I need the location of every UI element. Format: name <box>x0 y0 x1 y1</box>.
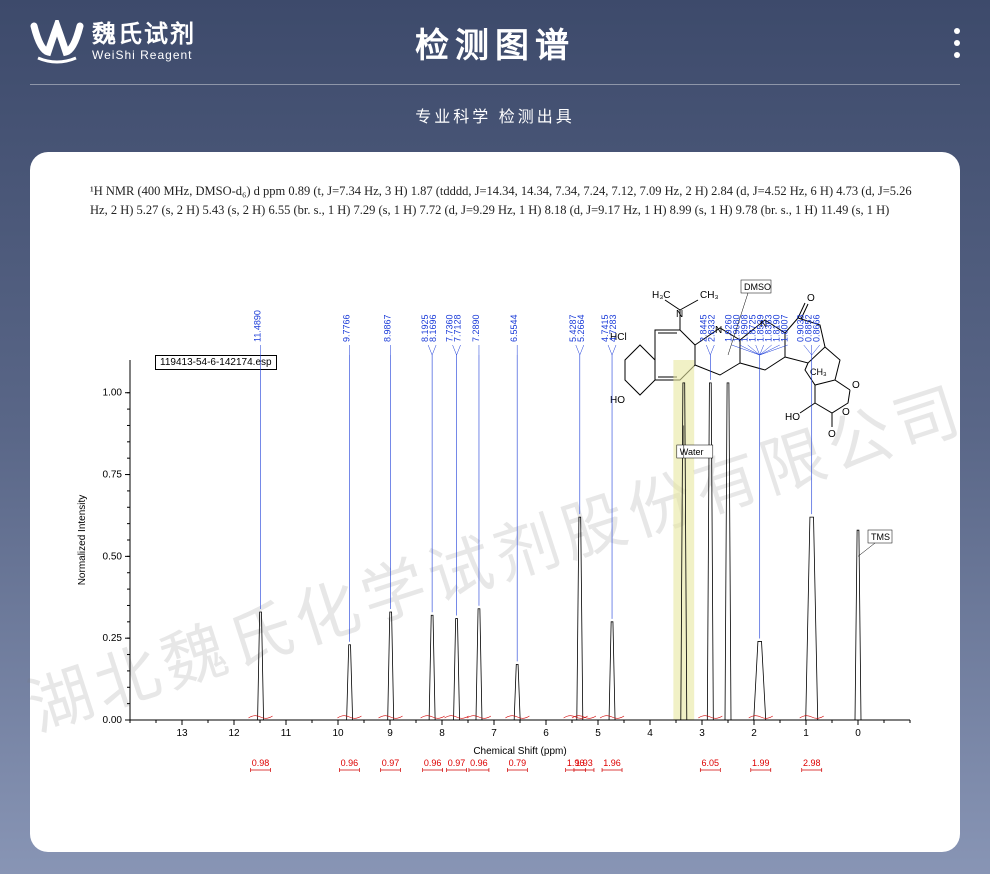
svg-text:8.9867: 8.9867 <box>383 314 393 342</box>
svg-text:7: 7 <box>491 728 497 739</box>
brand-name-cn: 魏氏试剂 <box>92 22 196 48</box>
svg-text:3: 3 <box>699 728 705 739</box>
nmr-spectrum-svg: 0.000.250.500.751.00131211109876543210Ch… <box>60 230 930 790</box>
svg-text:0.8666: 0.8666 <box>812 314 822 342</box>
svg-text:9.7766: 9.7766 <box>342 314 352 342</box>
svg-text:0.96: 0.96 <box>470 758 488 768</box>
svg-text:Normalized Intensity: Normalized Intensity <box>77 494 88 585</box>
report-card: ¹H NMR (400 MHz, DMSO-d₆) d ppm 0.89 (t,… <box>30 152 960 852</box>
svg-text:5.2664: 5.2664 <box>576 314 586 342</box>
svg-text:1.93: 1.93 <box>575 758 593 768</box>
svg-text:DMSO: DMSO <box>744 282 771 292</box>
svg-text:4.7283: 4.7283 <box>608 314 618 342</box>
svg-text:0.97: 0.97 <box>448 758 466 768</box>
svg-text:0.25: 0.25 <box>103 633 123 644</box>
svg-text:0.00: 0.00 <box>103 715 123 726</box>
svg-text:6: 6 <box>543 728 549 739</box>
nmr-description: ¹H NMR (400 MHz, DMSO-d₆) d ppm 0.89 (t,… <box>60 182 930 230</box>
svg-text:4: 4 <box>647 728 653 739</box>
svg-text:2.8332: 2.8332 <box>706 314 716 342</box>
logo-icon <box>30 20 84 64</box>
svg-text:8: 8 <box>439 728 445 739</box>
svg-text:10: 10 <box>332 728 344 739</box>
svg-text:1.99: 1.99 <box>752 758 770 768</box>
svg-text:1: 1 <box>803 728 809 739</box>
svg-text:0.98: 0.98 <box>252 758 270 768</box>
header-divider <box>30 84 960 85</box>
brand-text: 魏氏试剂 WeiShi Reagent <box>92 22 196 62</box>
svg-text:Chemical Shift (ppm): Chemical Shift (ppm) <box>473 746 566 757</box>
svg-text:13: 13 <box>176 728 188 739</box>
svg-text:5: 5 <box>595 728 601 739</box>
svg-text:0.96: 0.96 <box>424 758 442 768</box>
svg-text:2: 2 <box>751 728 757 739</box>
svg-text:6.5544: 6.5544 <box>509 314 519 342</box>
svg-text:0.50: 0.50 <box>103 551 123 562</box>
brand-name-en: WeiShi Reagent <box>92 49 196 62</box>
svg-text:1.96: 1.96 <box>603 758 621 768</box>
svg-text:0.79: 0.79 <box>509 758 527 768</box>
nmr-chart: 119413-54-6-142174.esp 湖北魏氏化学试剂股份有限公司 <box>60 230 930 790</box>
svg-text:9: 9 <box>387 728 393 739</box>
svg-text:TMS: TMS <box>871 532 890 542</box>
page-header: 魏氏试剂 WeiShi Reagent 检测图谱 <box>0 0 990 74</box>
menu-icon[interactable] <box>954 28 960 58</box>
svg-text:0: 0 <box>855 728 861 739</box>
svg-text:1.00: 1.00 <box>103 387 123 398</box>
svg-text:0.75: 0.75 <box>103 469 123 480</box>
svg-text:Water: Water <box>680 447 704 457</box>
svg-text:11.4890: 11.4890 <box>253 310 263 342</box>
svg-text:1.8007: 1.8007 <box>780 314 790 342</box>
page-subtitle: 专业科学 检测出具 <box>0 103 990 127</box>
svg-text:7.7128: 7.7128 <box>453 314 463 342</box>
svg-text:0.96: 0.96 <box>341 758 359 768</box>
brand-logo: 魏氏试剂 WeiShi Reagent <box>30 20 196 64</box>
svg-text:11: 11 <box>281 728 292 739</box>
svg-text:12: 12 <box>228 728 240 739</box>
svg-text:8.1696: 8.1696 <box>428 314 438 342</box>
page-title: 检测图谱 <box>415 18 575 67</box>
svg-text:2.98: 2.98 <box>803 758 821 768</box>
svg-text:0.97: 0.97 <box>382 758 400 768</box>
svg-text:6.05: 6.05 <box>702 758 720 768</box>
svg-text:7.2890: 7.2890 <box>471 314 481 342</box>
